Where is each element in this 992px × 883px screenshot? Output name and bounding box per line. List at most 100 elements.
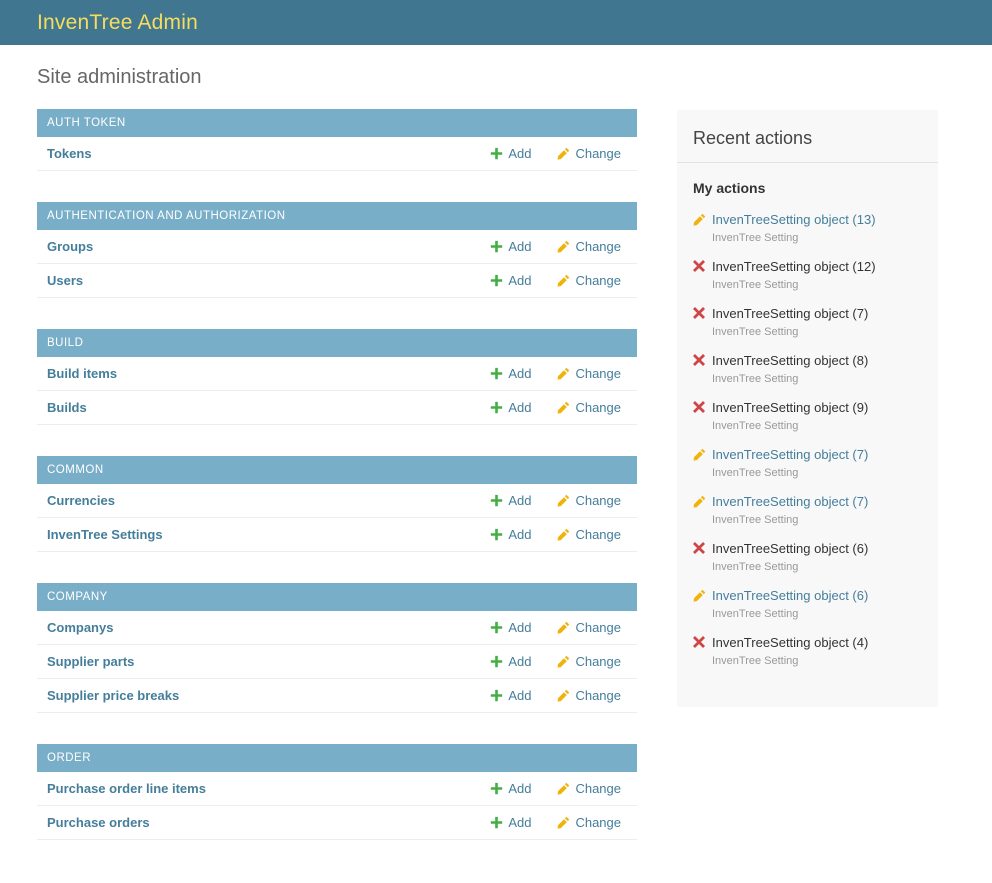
module-caption[interactable]: BUILD bbox=[37, 329, 637, 357]
recent-action-link[interactable]: InvenTreeSetting object (13) bbox=[712, 212, 876, 227]
recent-action-type: InvenTree Setting bbox=[712, 420, 799, 432]
recent-action-type: InvenTree Setting bbox=[712, 561, 799, 573]
change-link[interactable]: Change bbox=[557, 365, 621, 382]
recent-action-item: InvenTreeSetting object (8) InvenTree Se… bbox=[693, 352, 922, 386]
recent-action-link: InvenTreeSetting object (7) bbox=[712, 306, 869, 321]
change-link[interactable]: Change bbox=[557, 145, 621, 162]
change-link-label: Change bbox=[575, 366, 621, 381]
recent-action-type: InvenTree Setting bbox=[712, 373, 799, 385]
model-link[interactable]: Builds bbox=[47, 400, 87, 415]
change-link-label: Change bbox=[575, 239, 621, 254]
pencil-icon bbox=[557, 367, 570, 380]
recent-actions-list: InvenTreeSetting object (13) InvenTree S… bbox=[677, 211, 938, 707]
recent-action-link[interactable]: InvenTreeSetting object (7) bbox=[712, 447, 869, 462]
module-caption[interactable]: AUTH TOKEN bbox=[37, 109, 637, 137]
module-rows: Build items Add Change Builds Add Change bbox=[37, 357, 637, 425]
add-link-label: Add bbox=[508, 688, 532, 703]
module-caption[interactable]: AUTHENTICATION AND AUTHORIZATION bbox=[37, 202, 637, 230]
pencil-icon bbox=[557, 528, 570, 541]
change-link-label: Change bbox=[575, 654, 621, 669]
model-row: Currencies Add Change bbox=[37, 484, 637, 518]
cross-icon bbox=[693, 307, 706, 320]
model-row: InvenTree Settings Add Change bbox=[37, 518, 637, 552]
row-actions: Add Change bbox=[490, 619, 621, 636]
model-row: Supplier price breaks Add Change bbox=[37, 679, 637, 713]
plus-icon bbox=[490, 494, 503, 507]
pencil-icon bbox=[693, 448, 706, 461]
add-link[interactable]: Add bbox=[490, 272, 531, 289]
recent-action-link[interactable]: InvenTreeSetting object (7) bbox=[712, 494, 869, 509]
model-link[interactable]: Tokens bbox=[47, 146, 92, 161]
add-link-label: Add bbox=[508, 400, 532, 415]
model-link[interactable]: Build items bbox=[47, 366, 118, 381]
change-link[interactable]: Change bbox=[557, 492, 621, 509]
change-link[interactable]: Change bbox=[557, 814, 621, 831]
add-link[interactable]: Add bbox=[490, 399, 531, 416]
add-link[interactable]: Add bbox=[490, 365, 531, 382]
change-link[interactable]: Change bbox=[557, 653, 621, 670]
add-link[interactable]: Add bbox=[490, 814, 531, 831]
model-link[interactable]: Purchase order line items bbox=[47, 781, 206, 796]
module-caption[interactable]: COMPANY bbox=[37, 583, 637, 611]
add-link[interactable]: Add bbox=[490, 238, 531, 255]
module-rows: Tokens Add Change bbox=[37, 137, 637, 171]
add-link[interactable]: Add bbox=[490, 492, 531, 509]
change-link[interactable]: Change bbox=[557, 687, 621, 704]
change-link-label: Change bbox=[575, 815, 621, 830]
cross-icon bbox=[693, 260, 706, 273]
recent-action-type: InvenTree Setting bbox=[712, 608, 799, 620]
add-link[interactable]: Add bbox=[490, 619, 531, 636]
plus-icon bbox=[490, 528, 503, 541]
module-caption[interactable]: COMMON bbox=[37, 456, 637, 484]
admin-module: AUTHENTICATION AND AUTHORIZATION Groups … bbox=[37, 202, 637, 298]
add-link-label: Add bbox=[508, 493, 532, 508]
model-link[interactable]: InvenTree Settings bbox=[47, 527, 163, 542]
pencil-icon bbox=[693, 495, 706, 508]
change-link[interactable]: Change bbox=[557, 272, 621, 289]
row-actions: Add Change bbox=[490, 272, 621, 289]
add-link-label: Add bbox=[508, 273, 532, 288]
change-link-label: Change bbox=[575, 273, 621, 288]
model-link[interactable]: Supplier price breaks bbox=[47, 688, 180, 703]
model-link[interactable]: Groups bbox=[47, 239, 94, 254]
app-title[interactable]: InvenTree Admin bbox=[37, 10, 198, 34]
plus-icon bbox=[490, 689, 503, 702]
add-link-label: Add bbox=[508, 366, 532, 381]
model-link[interactable]: Purchase orders bbox=[47, 815, 150, 830]
model-link[interactable]: Supplier parts bbox=[47, 654, 135, 669]
module-caption[interactable]: ORDER bbox=[37, 744, 637, 772]
recent-action-link: InvenTreeSetting object (4) bbox=[712, 635, 869, 650]
recent-action-item: InvenTreeSetting object (12) InvenTree S… bbox=[693, 258, 922, 292]
change-link[interactable]: Change bbox=[557, 619, 621, 636]
plus-icon bbox=[490, 401, 503, 414]
model-link[interactable]: Currencies bbox=[47, 493, 115, 508]
change-link[interactable]: Change bbox=[557, 526, 621, 543]
recent-actions-header: Recent actions bbox=[677, 110, 938, 163]
plus-icon bbox=[490, 147, 503, 160]
row-actions: Add Change bbox=[490, 526, 621, 543]
recent-action-link[interactable]: InvenTreeSetting object (6) bbox=[712, 588, 869, 603]
model-link[interactable]: Companys bbox=[47, 620, 114, 635]
add-link-label: Add bbox=[508, 620, 532, 635]
change-link[interactable]: Change bbox=[557, 399, 621, 416]
add-link[interactable]: Add bbox=[490, 653, 531, 670]
add-link[interactable]: Add bbox=[490, 687, 531, 704]
change-link[interactable]: Change bbox=[557, 238, 621, 255]
change-link-label: Change bbox=[575, 688, 621, 703]
module-rows: Companys Add Change Supplier parts Add C… bbox=[37, 611, 637, 713]
add-link[interactable]: Add bbox=[490, 526, 531, 543]
add-link[interactable]: Add bbox=[490, 780, 531, 797]
model-row: Companys Add Change bbox=[37, 611, 637, 645]
change-link-label: Change bbox=[575, 781, 621, 796]
pencil-icon bbox=[557, 655, 570, 668]
recent-action-item: InvenTreeSetting object (4) InvenTree Se… bbox=[693, 634, 922, 668]
plus-icon bbox=[490, 655, 503, 668]
change-link[interactable]: Change bbox=[557, 780, 621, 797]
add-link[interactable]: Add bbox=[490, 145, 531, 162]
model-row: Groups Add Change bbox=[37, 230, 637, 264]
row-actions: Add Change bbox=[490, 653, 621, 670]
cross-icon bbox=[693, 542, 706, 555]
app-header: InvenTree Admin bbox=[0, 0, 992, 45]
model-link[interactable]: Users bbox=[47, 273, 84, 288]
plus-icon bbox=[490, 240, 503, 253]
